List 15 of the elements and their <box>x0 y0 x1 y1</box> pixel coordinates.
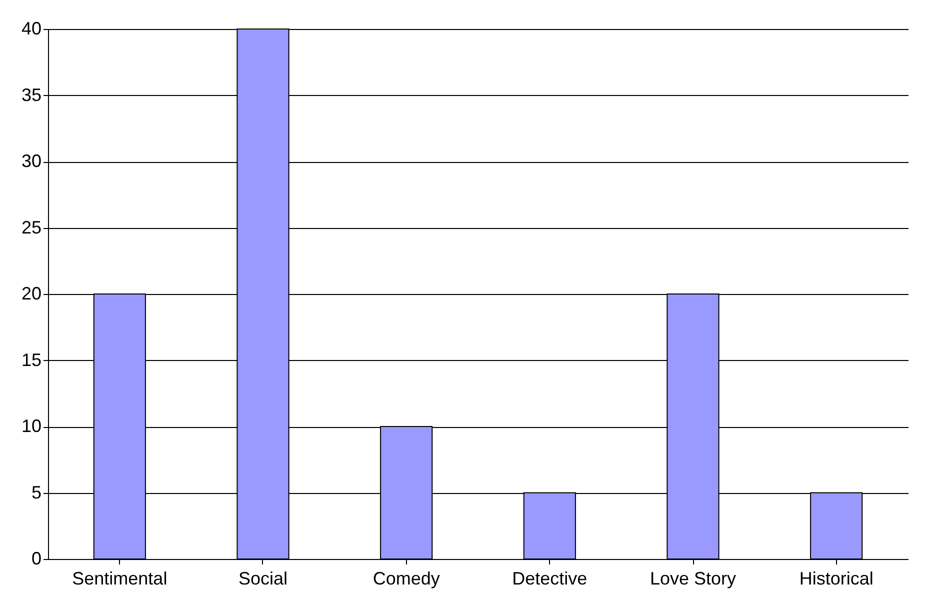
y-tick-label: 40 <box>21 18 42 38</box>
x-tick-label: Social <box>238 568 288 588</box>
x-tick-label: Detective <box>512 568 588 588</box>
x-tick-label: Comedy <box>372 568 440 588</box>
x-tick-label: Historical <box>799 568 874 588</box>
y-tick-label: 0 <box>31 548 42 568</box>
y-tick-label: 20 <box>21 284 42 304</box>
y-tick-label: 35 <box>21 84 42 105</box>
y-tick-label: 30 <box>21 151 42 171</box>
y-tick-label: 10 <box>21 416 42 436</box>
y-tick-label: 25 <box>21 217 42 238</box>
y-tick-label: 15 <box>21 350 42 370</box>
x-tick-label: Love Story <box>650 568 736 588</box>
x-tick-label: Sentimental <box>72 568 168 588</box>
y-tick-label: 5 <box>31 482 42 502</box>
